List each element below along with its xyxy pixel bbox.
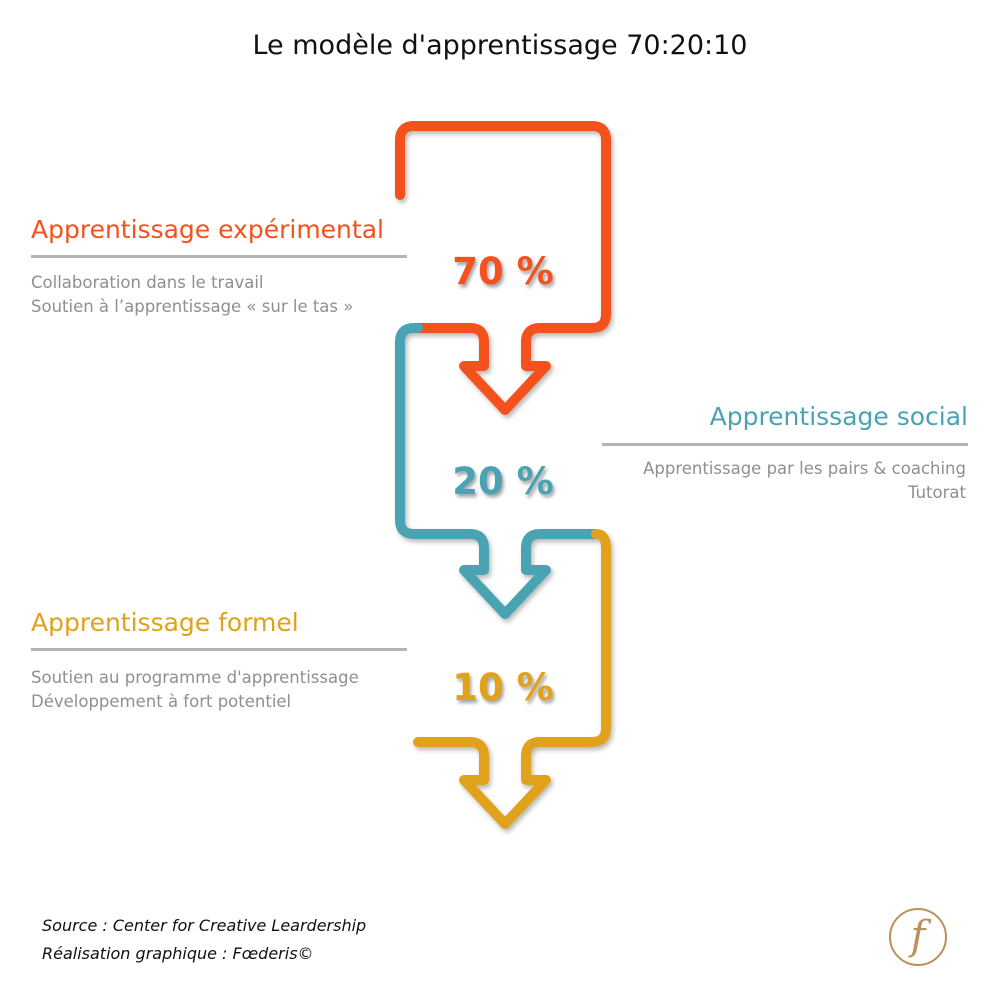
arrow-teal bbox=[395, 323, 601, 619]
source-credit: Source : Center for Creative Leardership bbox=[42, 916, 367, 935]
description-line: Tutorat bbox=[908, 483, 966, 502]
arrow-orange bbox=[395, 121, 611, 415]
section-title-experimental: Apprentissage expérimental bbox=[31, 215, 384, 244]
foederis-logo-icon: f bbox=[889, 908, 947, 966]
description-line: Soutien à l’apprentissage « sur le tas » bbox=[31, 297, 354, 316]
diagram-title: Le modèle d'apprentissage 70:20:10 bbox=[252, 30, 748, 61]
divider-experimental bbox=[31, 255, 407, 258]
percent-experimental: 70 % bbox=[452, 250, 554, 293]
description-experimental: Collaboration dans le travail Soutien à … bbox=[31, 271, 353, 319]
description-line: Soutien au programme d'apprentissage bbox=[31, 668, 359, 687]
description-social: Apprentissage par les pairs & coaching T… bbox=[602, 457, 966, 505]
divider-formal bbox=[31, 648, 407, 651]
description-line: Développement à fort potentiel bbox=[31, 692, 292, 711]
percent-social: 20 % bbox=[452, 460, 554, 503]
percent-formal: 10 % bbox=[452, 666, 554, 709]
arrow-gold bbox=[413, 529, 611, 829]
description-line: Apprentissage par les pairs & coaching bbox=[643, 459, 966, 478]
design-credit: Réalisation graphique : Fœderis© bbox=[42, 944, 314, 963]
section-title-social: Apprentissage social bbox=[709, 402, 968, 431]
section-title-formal: Apprentissage formel bbox=[31, 608, 299, 637]
divider-social bbox=[602, 443, 968, 446]
description-line: Collaboration dans le travail bbox=[31, 273, 264, 292]
description-formal: Soutien au programme d'apprentissage Dév… bbox=[31, 666, 359, 714]
